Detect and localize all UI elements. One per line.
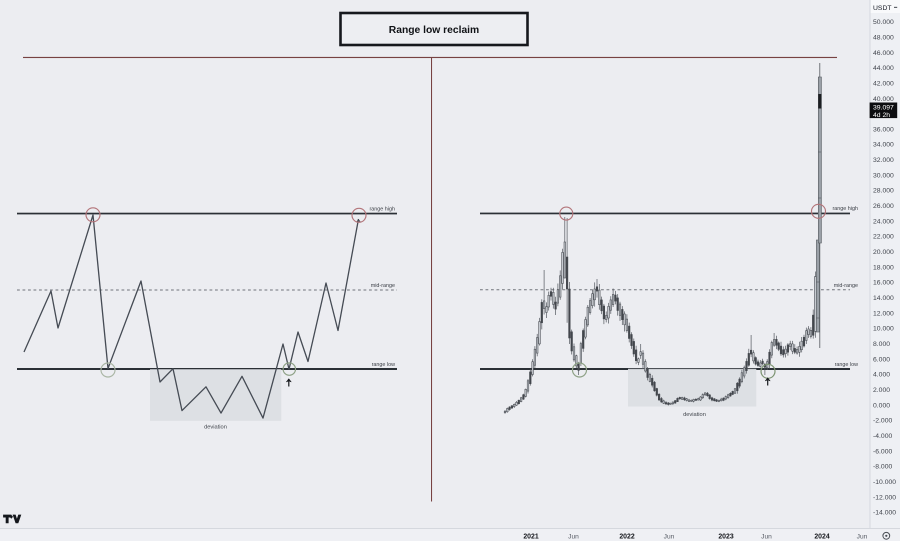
svg-text:24.000: 24.000 xyxy=(873,218,894,225)
svg-text:6.000: 6.000 xyxy=(873,356,890,363)
svg-text:16.000: 16.000 xyxy=(873,280,894,287)
svg-text:range low: range low xyxy=(835,362,858,368)
svg-text:36.000: 36.000 xyxy=(873,126,894,133)
svg-text:12.000: 12.000 xyxy=(873,310,894,317)
svg-text:Jun: Jun xyxy=(568,534,579,541)
svg-text:-12.000: -12.000 xyxy=(873,494,896,501)
svg-text:0.000: 0.000 xyxy=(873,402,890,409)
svg-text:40.000: 40.000 xyxy=(873,96,894,103)
svg-text:48.000: 48.000 xyxy=(873,34,894,41)
svg-text:30.000: 30.000 xyxy=(873,172,894,179)
svg-text:26.000: 26.000 xyxy=(873,203,894,210)
svg-text:46.000: 46.000 xyxy=(873,50,894,57)
svg-text:mid-range: mid-range xyxy=(834,283,858,289)
svg-text:28.000: 28.000 xyxy=(873,188,894,195)
svg-text:-14.000: -14.000 xyxy=(873,510,896,517)
svg-text:-8.000: -8.000 xyxy=(873,464,892,471)
svg-text:Jun: Jun xyxy=(761,534,772,541)
svg-text:44.000: 44.000 xyxy=(873,65,894,72)
svg-text:-6.000: -6.000 xyxy=(873,448,892,455)
svg-text:4d 2h: 4d 2h xyxy=(873,112,890,119)
svg-text:mid-range: mid-range xyxy=(371,283,395,289)
svg-text:8.000: 8.000 xyxy=(873,341,890,348)
svg-text:34.000: 34.000 xyxy=(873,142,894,149)
svg-text:-4.000: -4.000 xyxy=(873,433,892,440)
svg-text:USDT: USDT xyxy=(873,5,892,12)
svg-text:deviation: deviation xyxy=(204,425,227,431)
svg-text:range high: range high xyxy=(370,207,395,213)
svg-text:32.000: 32.000 xyxy=(873,157,894,164)
svg-text:Jun: Jun xyxy=(664,534,675,541)
svg-text:2021: 2021 xyxy=(523,534,538,541)
svg-text:39.097: 39.097 xyxy=(873,104,894,111)
svg-text:-2.000: -2.000 xyxy=(873,418,892,425)
svg-text:range high: range high xyxy=(833,206,858,212)
svg-text:18.000: 18.000 xyxy=(873,264,894,271)
svg-text:20.000: 20.000 xyxy=(873,249,894,256)
svg-text:42.000: 42.000 xyxy=(873,80,894,87)
svg-text:Range low reclaim: Range low reclaim xyxy=(389,25,479,36)
svg-text:Jun: Jun xyxy=(857,534,868,541)
svg-text:range low: range low xyxy=(372,362,395,368)
svg-text:2023: 2023 xyxy=(718,534,733,541)
svg-text:deviation: deviation xyxy=(683,412,706,418)
svg-text:-10.000: -10.000 xyxy=(873,479,896,486)
svg-text:50.000: 50.000 xyxy=(873,19,894,26)
svg-text:2024: 2024 xyxy=(814,534,829,541)
svg-text:4.000: 4.000 xyxy=(873,372,890,379)
svg-text:2022: 2022 xyxy=(619,534,634,541)
svg-text:14.000: 14.000 xyxy=(873,295,894,302)
svg-text:10.000: 10.000 xyxy=(873,326,894,333)
svg-text:22.000: 22.000 xyxy=(873,234,894,241)
svg-text:2.000: 2.000 xyxy=(873,387,890,394)
